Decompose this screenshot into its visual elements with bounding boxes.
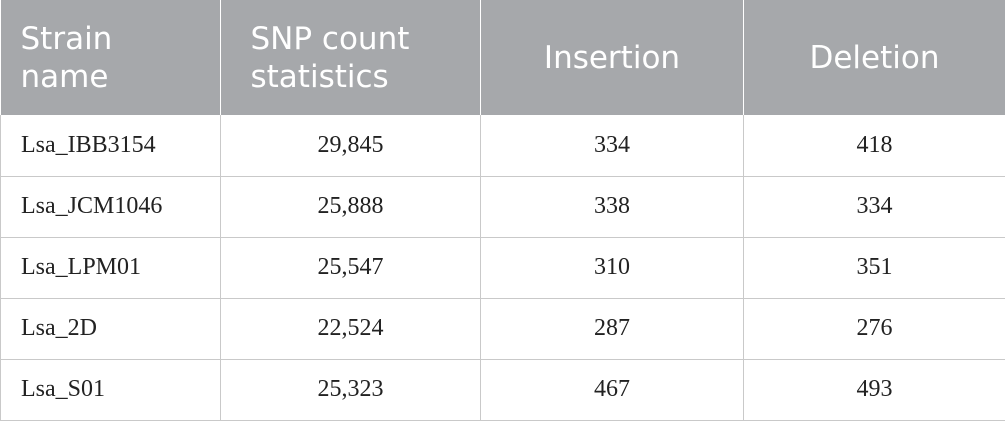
table-row: Lsa_S01 25,323 467 493 <box>0 359 1005 421</box>
value-cell: 467 <box>480 359 744 421</box>
value-cell: 276 <box>743 298 1005 360</box>
value-cell: 334 <box>743 176 1005 238</box>
value-cell: 418 <box>743 115 1005 177</box>
value-cell: 310 <box>480 237 744 299</box>
value-cell: 351 <box>743 237 1005 299</box>
strain-name-cell: Lsa_S01 <box>0 359 221 421</box>
header-cell: SNP count statistics <box>220 0 481 115</box>
header-cell: Strain name <box>0 0 221 115</box>
table-row: Lsa_LPM01 25,547 310 351 <box>0 237 1005 299</box>
value-cell: 25,323 <box>220 359 481 421</box>
header-cell: Deletion <box>743 0 1005 115</box>
value-cell: 22,524 <box>220 298 481 360</box>
value-cell: 25,888 <box>220 176 481 238</box>
header-text: Deletion <box>809 39 940 76</box>
table-body: Lsa_IBB3154 29,845 334 418 Lsa_JCM1046 25,888… <box>0 115 1005 421</box>
table-row: Lsa_2D 22,524 287 276 <box>0 298 1005 360</box>
strain-name-cell: Lsa_IBB3154 <box>0 115 221 177</box>
header-text: Strain name <box>20 20 113 95</box>
strain-name-cell: Lsa_JCM1046 <box>0 176 221 238</box>
table-row: Lsa_JCM1046 25,888 338 334 <box>0 176 1005 238</box>
value-cell: 25,547 <box>220 237 481 299</box>
value-cell: 29,845 <box>220 115 481 177</box>
table-row: Lsa_IBB3154 29,845 334 418 <box>0 115 1005 177</box>
value-cell: 338 <box>480 176 744 238</box>
value-cell: 287 <box>480 298 744 360</box>
strain-name-cell: Lsa_LPM01 <box>0 237 221 299</box>
header-text: SNP count statistics <box>250 20 410 95</box>
header-text: Insertion <box>543 39 681 76</box>
header-row: Strain name SNP count statistics Insertion… <box>0 0 1005 115</box>
value-cell: 493 <box>743 359 1005 421</box>
data-table: Strain name SNP count statistics Insertion… <box>0 0 1005 421</box>
header-cell: Insertion <box>480 0 744 115</box>
value-cell: 334 <box>480 115 744 177</box>
strain-name-cell: Lsa_2D <box>0 298 221 360</box>
